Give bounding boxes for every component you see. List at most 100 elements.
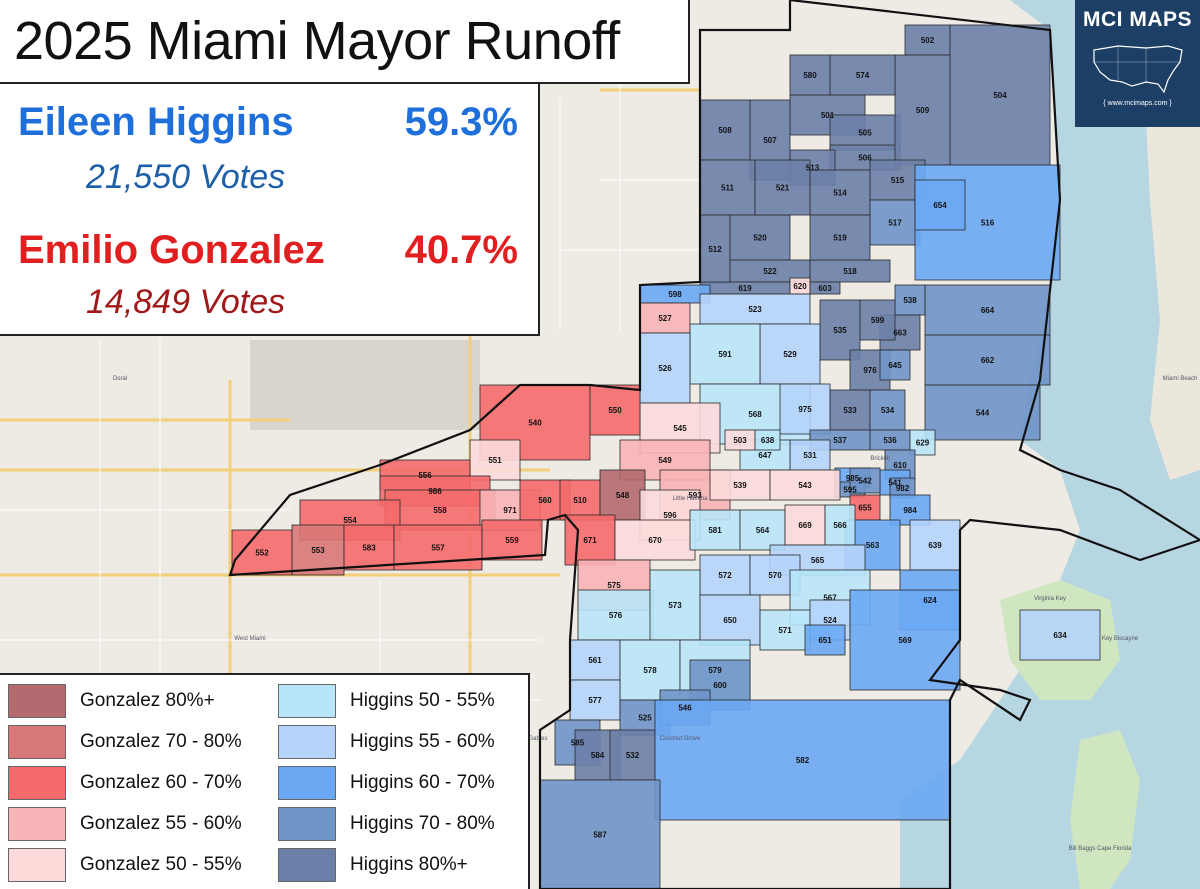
precinct-654[interactable]	[914, 179, 966, 231]
place-name: Coral Gables	[512, 736, 547, 742]
precinct-508[interactable]	[699, 99, 751, 161]
precinct-550[interactable]	[589, 384, 641, 436]
precinct-label-525: 525	[638, 714, 652, 723]
precinct-529[interactable]	[759, 323, 821, 385]
precinct-520[interactable]	[729, 214, 791, 261]
precinct-label-610: 610	[893, 461, 907, 470]
precinct-582[interactable]	[654, 699, 951, 821]
precinct-591[interactable]	[689, 323, 761, 385]
place-name: Little Havana	[672, 496, 708, 502]
city-boundary	[228, 0, 1200, 889]
precinct-519[interactable]	[809, 214, 871, 261]
precinct-label-522: 522	[763, 267, 777, 276]
precinct-labels: 502 504 501 505 506 507 508 509 511 512 513 514 515 5…	[255, 36, 1067, 840]
precinct-label-654: 654	[933, 201, 947, 210]
precinct-573[interactable]	[649, 569, 701, 641]
precinct-label-663: 663	[893, 329, 907, 338]
precinct-670[interactable]	[614, 519, 696, 561]
key-biscayne-island	[1070, 730, 1140, 889]
precinct-label-568: 568	[748, 410, 762, 419]
precinct-label-536: 536	[883, 436, 897, 445]
precinct-539[interactable]	[709, 469, 771, 501]
badge-url: { www.mcimaps.com }	[1103, 100, 1172, 107]
precinct-534[interactable]	[869, 389, 906, 431]
precinct-553[interactable]	[291, 524, 345, 576]
precinct-label-558: 558	[433, 506, 447, 515]
precinct-label-543: 543	[798, 481, 812, 490]
precinct-527[interactable]	[639, 302, 691, 334]
precinct-label-544: 544	[976, 409, 990, 418]
precinct-label-501: 501	[821, 111, 835, 120]
precinct-662[interactable]	[924, 334, 1051, 386]
precinct-label-671: 671	[583, 536, 597, 545]
precinct-label-567: 567	[823, 594, 837, 603]
precinct-label-971: 971	[503, 506, 517, 515]
precinct-645[interactable]	[879, 349, 911, 381]
legend-swatch	[8, 807, 66, 841]
precinct-label-533: 533	[843, 406, 857, 415]
precinct-521[interactable]	[754, 159, 811, 216]
place-name: Doral	[113, 376, 127, 382]
precinct-label-593: 593	[688, 491, 702, 500]
precinct-510[interactable]	[559, 479, 601, 521]
precinct-651[interactable]	[804, 624, 846, 656]
candidate-1-pct: 59.3%	[404, 100, 518, 144]
precinct-542[interactable]	[849, 467, 881, 494]
precinct-label-508: 508	[718, 126, 732, 135]
precinct-603[interactable]	[809, 281, 841, 295]
place-name: West Miami	[234, 636, 265, 642]
precinct-559[interactable]	[481, 519, 543, 561]
legend-item: Higgins 50 - 55%	[278, 683, 495, 719]
precinct-574[interactable]	[829, 54, 896, 96]
precinct-511[interactable]	[699, 159, 756, 216]
precinct-label-541: 541	[888, 479, 902, 488]
precinct-label-553: 553	[311, 546, 325, 555]
precinct-label-576: 576	[609, 611, 623, 620]
precinct-580[interactable]	[789, 54, 831, 96]
legend-item: Gonzalez 60 - 70%	[8, 765, 242, 801]
precinct-558[interactable]	[384, 489, 496, 531]
precinct-509[interactable]	[894, 54, 951, 166]
precinct-label-669: 669	[798, 521, 812, 530]
precinct-543[interactable]	[769, 469, 841, 501]
legend-swatch	[8, 848, 66, 882]
precinct-label-645: 645	[888, 361, 902, 370]
precinct-label-976: 976	[863, 366, 877, 375]
precinct-label-975: 975	[798, 405, 812, 414]
legend-swatch	[278, 848, 336, 882]
precinct-label-670: 670	[648, 536, 662, 545]
legend-label: Gonzalez 55 - 60%	[80, 813, 242, 834]
precinct-label-577: 577	[588, 696, 602, 705]
legend-label: Gonzalez 50 - 55%	[80, 854, 242, 875]
precinct-502[interactable]	[904, 24, 951, 56]
precinct-634[interactable]	[1019, 609, 1101, 661]
precinct-label-634: 634	[1053, 631, 1067, 640]
precinct-587[interactable]	[539, 779, 661, 889]
airport-area	[250, 340, 480, 430]
precinct-975[interactable]	[779, 383, 831, 435]
precinct-label-549: 549	[658, 456, 672, 465]
precinct-label-560: 560	[538, 496, 552, 505]
precinct-label-982: 982	[896, 484, 910, 493]
legend-label: Higgins 80%+	[350, 854, 468, 875]
precinct-label-521: 521	[776, 184, 790, 193]
precinct-514[interactable]	[809, 169, 871, 216]
precinct-label-571: 571	[778, 626, 792, 635]
precinct-504[interactable]	[949, 24, 1051, 166]
precinct-551[interactable]	[469, 439, 521, 481]
precinct-639[interactable]	[909, 519, 961, 571]
precinct-544[interactable]	[924, 384, 1041, 441]
precinct-638[interactable]	[754, 429, 781, 451]
precinct-548[interactable]	[599, 469, 646, 521]
precinct-664[interactable]	[924, 284, 1051, 336]
precinct-label-639: 639	[928, 541, 942, 550]
place-name: Miami Beach	[1163, 376, 1198, 382]
precinct-label-572: 572	[718, 571, 732, 580]
precinct-label-599: 599	[871, 316, 885, 325]
map-title: 2025 Miami Mayor Runoff	[14, 11, 620, 71]
candidate-1-name: Eileen Higgins	[18, 100, 294, 144]
precinct-label-510: 510	[573, 496, 587, 505]
precinct-583[interactable]	[343, 524, 395, 571]
precinct-label-519: 519	[833, 234, 847, 243]
precinct-label-511: 511	[721, 184, 734, 193]
